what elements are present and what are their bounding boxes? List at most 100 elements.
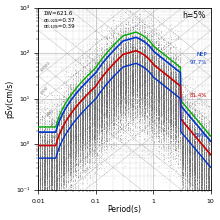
Point [135,105,139,109]
Point [113,75,116,78]
Point [133,64,137,68]
Point [59,125,63,128]
Point [99,102,102,105]
Point [150,78,154,81]
Point [150,131,154,134]
Point [132,65,135,68]
Point [44,128,47,131]
Point [201,164,204,167]
Point [183,136,187,139]
Point [88,113,92,116]
Point [73,112,77,115]
Point [116,102,120,106]
Point [68,113,71,116]
Point [132,126,135,129]
Point [109,121,113,125]
Point [128,72,132,75]
Point [144,58,147,61]
Point [140,75,144,78]
Point [128,82,132,85]
Point [185,166,189,169]
Point [118,67,121,71]
Point [195,164,199,168]
Point [128,45,132,48]
Point [171,85,175,88]
Point [76,93,80,96]
Point [159,89,163,92]
Point [137,101,140,104]
Point [144,95,147,99]
Point [163,62,166,65]
Point [44,165,47,168]
Point [185,113,189,117]
Point [78,133,82,137]
Point [154,68,158,71]
Point [180,152,183,156]
Point [113,75,116,79]
Point [140,125,144,129]
Point [107,133,111,136]
Point [45,188,49,192]
Point [40,185,44,188]
Point [182,165,185,169]
Point [195,132,199,136]
Point [135,66,139,69]
Point [161,88,165,91]
Point [47,143,51,147]
Point [107,70,111,74]
Point [68,164,71,168]
Point [182,140,185,144]
Point [80,132,83,135]
Point [126,65,130,68]
Point [80,94,83,97]
Point [137,72,140,75]
Point [97,121,101,125]
Point [150,93,154,96]
Point [176,115,180,118]
Point [150,103,154,107]
Point [192,196,196,200]
Point [73,137,77,141]
Point [158,54,161,58]
Point [139,84,142,88]
Point [159,77,163,80]
Point [126,48,130,52]
Point [119,70,123,73]
Point [140,58,144,61]
Point [40,172,44,175]
Point [49,178,52,182]
Point [85,131,88,134]
Point [102,102,106,105]
Point [80,105,83,109]
Point [126,69,130,73]
Point [152,107,156,111]
Point [113,48,116,51]
Point [107,88,111,92]
Point [202,164,206,168]
Point [197,127,201,130]
Point [156,109,159,113]
Point [195,123,199,126]
Point [42,179,45,182]
Point [42,172,45,176]
Point [37,134,40,138]
Point [199,165,202,169]
Point [52,130,56,134]
Point [80,99,83,102]
Point [54,154,57,158]
Point [139,37,142,40]
Point [71,162,75,165]
Point [104,66,108,70]
Point [101,104,104,108]
Point [80,97,83,101]
Point [88,67,92,71]
Point [128,74,132,78]
Point [135,75,139,78]
Point [54,189,57,193]
Point [114,137,118,140]
Point [125,73,128,76]
Point [104,104,108,108]
Point [95,57,99,61]
Point [107,76,111,80]
Point [63,141,66,145]
